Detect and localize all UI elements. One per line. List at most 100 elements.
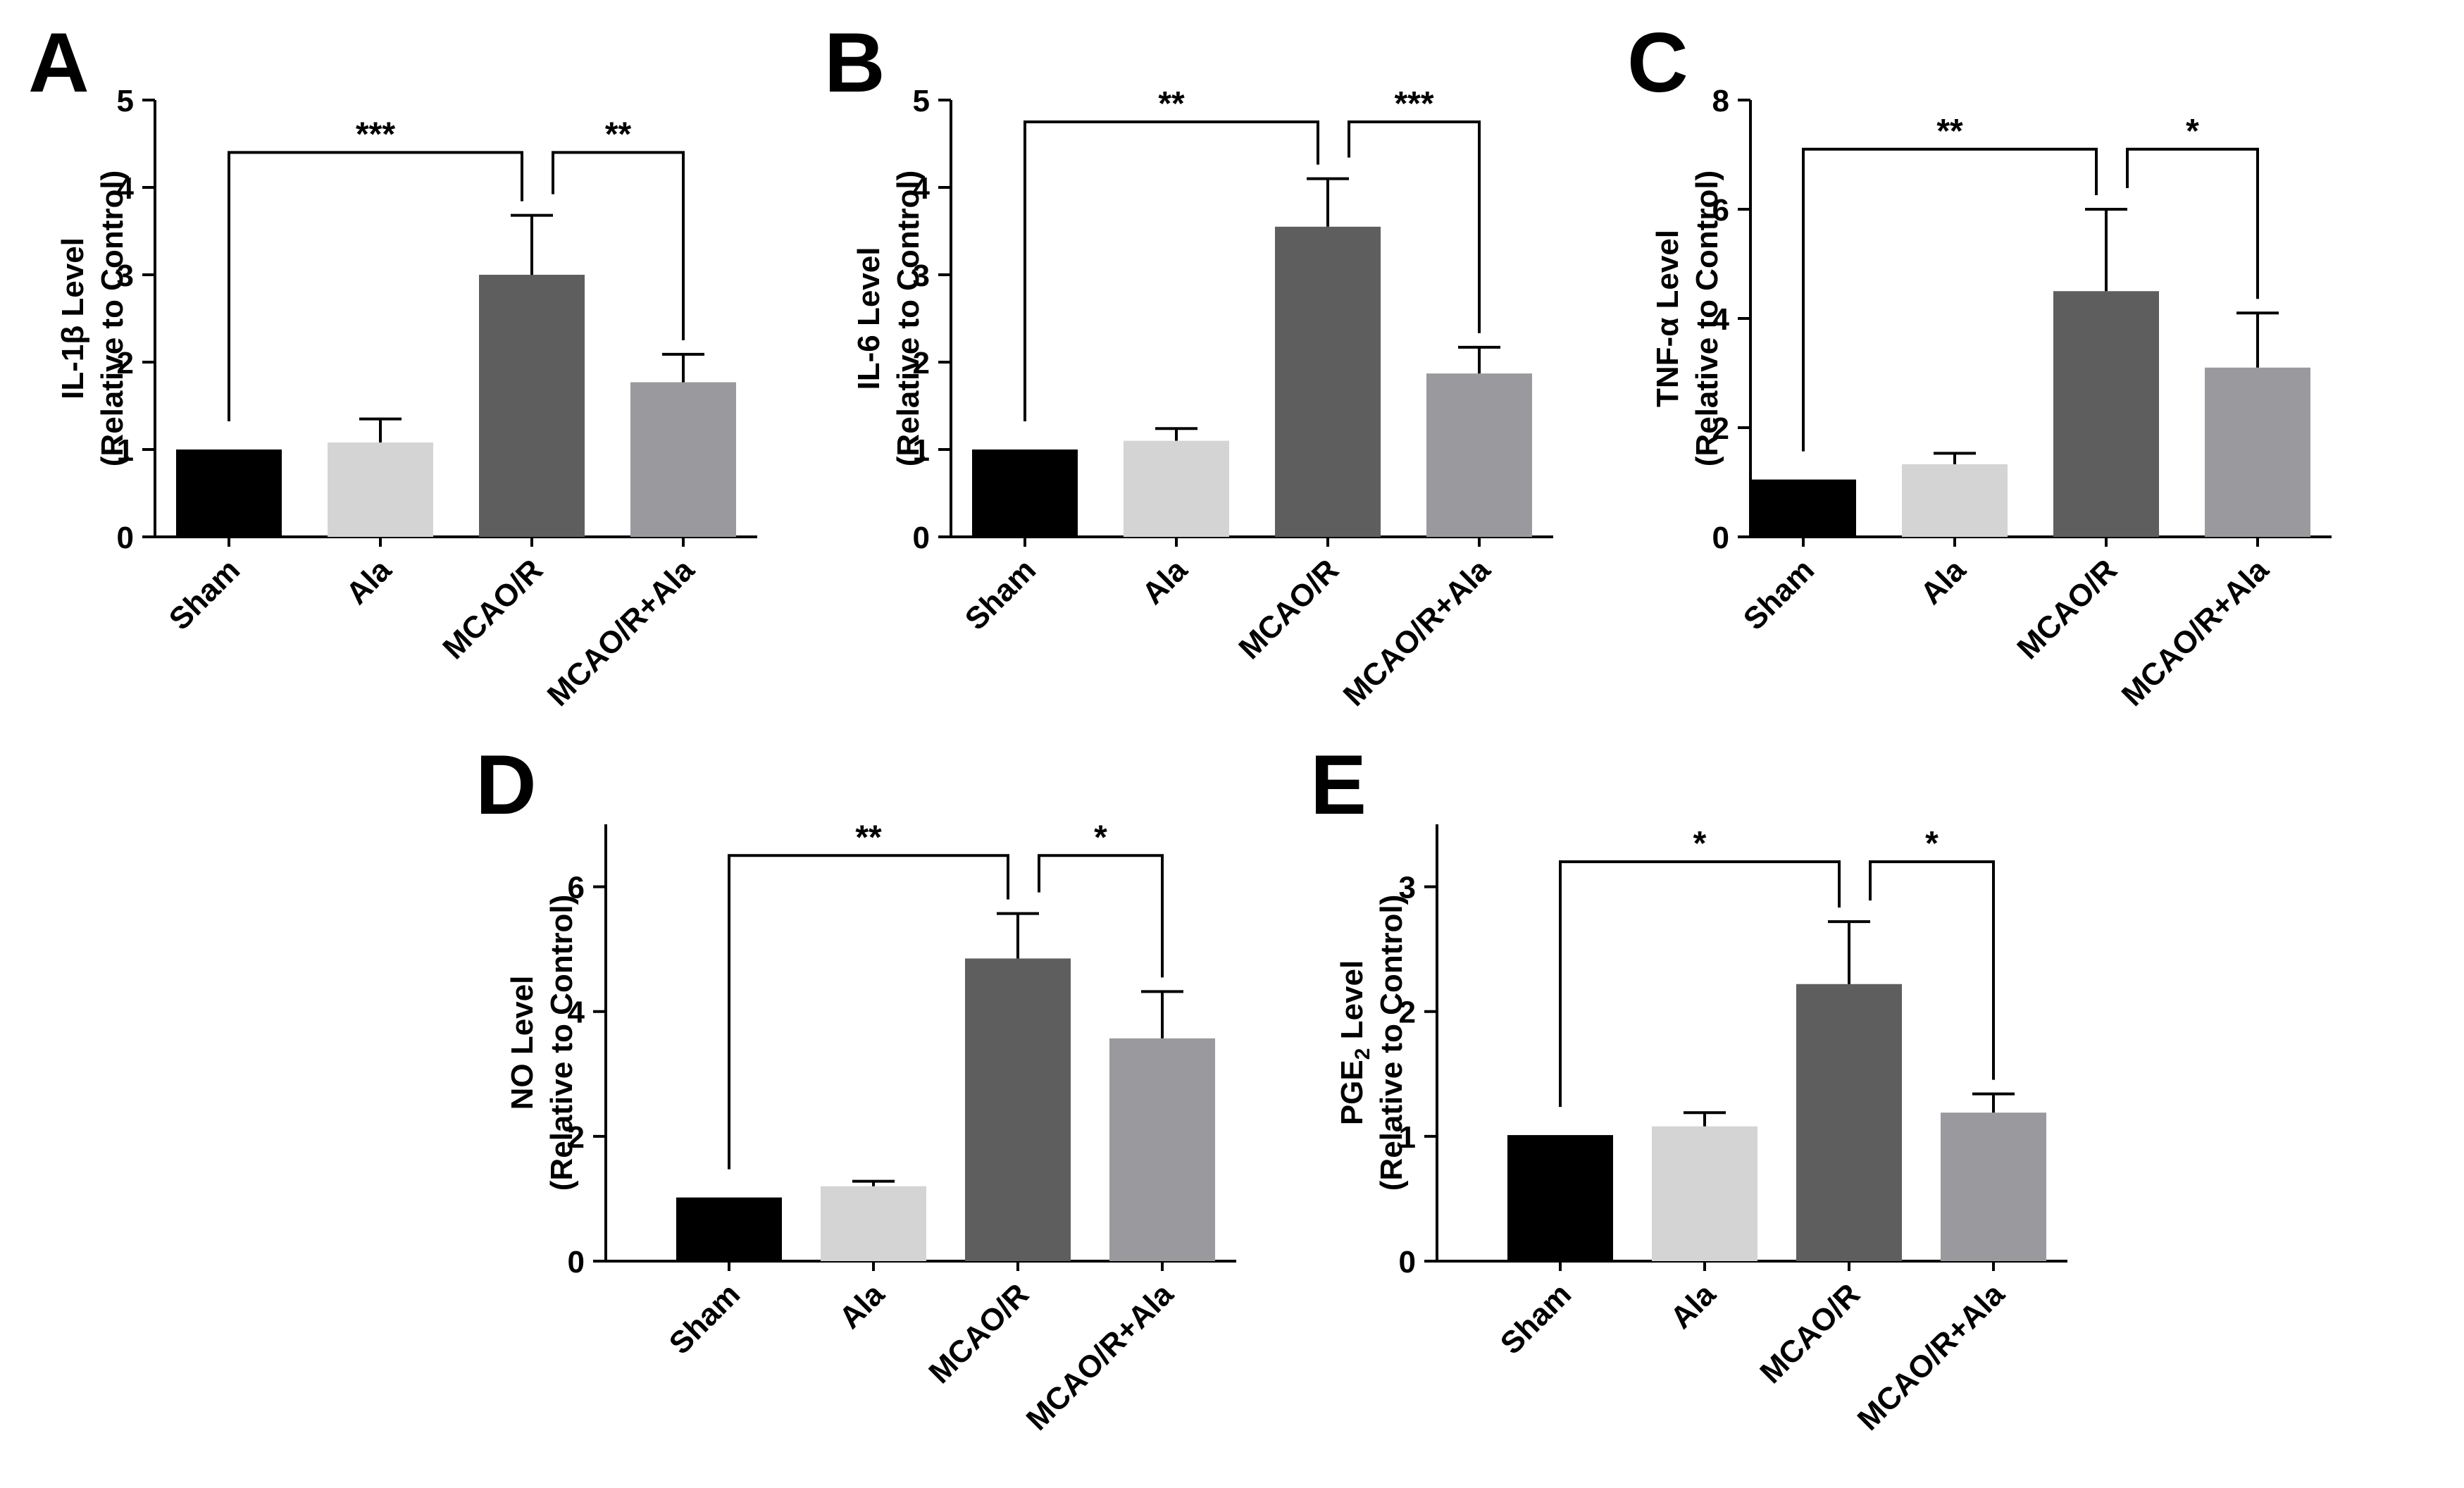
bar-3 xyxy=(630,382,736,537)
bar-0 xyxy=(176,450,282,537)
panel-label: A xyxy=(28,16,89,110)
y-axis-title: IL-6 Level (Relative to Control) xyxy=(852,170,926,466)
y-tick-label: 0 xyxy=(1712,521,1729,555)
significance-label: ** xyxy=(1158,85,1185,123)
significance-label: ** xyxy=(1936,113,1963,150)
bar-3 xyxy=(1941,1112,2046,1261)
x-tick-label: MCAO/R+Ala xyxy=(1337,552,1498,713)
bar-3 xyxy=(2205,367,2310,537)
x-tick-label: MCAO/R+Ala xyxy=(1851,1277,2012,1437)
significance-bracket xyxy=(1802,147,2098,452)
y-axis-title-line2: (Relative to Control) xyxy=(891,170,926,466)
bar-1 xyxy=(1652,1126,1757,1261)
x-tick-label: Sham xyxy=(1494,1277,1578,1360)
y-tick-label: 4 xyxy=(1712,302,1730,337)
x-tick-label: Ala xyxy=(1914,552,1972,611)
y-tick-label: 1 xyxy=(1399,1120,1416,1155)
significance-label: * xyxy=(1693,825,1707,862)
y-axis-title-line1: TNF-α Level xyxy=(1650,230,1685,407)
x-tick-label: Sham xyxy=(663,1277,747,1360)
x-tick-label: Ala xyxy=(1135,552,1194,611)
y-tick-label: 6 xyxy=(568,871,585,905)
significance-bracket xyxy=(728,854,1009,1170)
y-tick-label: 1 xyxy=(117,433,134,468)
bar-1 xyxy=(1124,440,1229,537)
y-axis-title: IL-1β Level (Relative to Control) xyxy=(56,170,130,466)
y-axis-title: TNF-α Level (Relative to Control) xyxy=(1650,170,1724,466)
y-tick-label: 3 xyxy=(913,259,930,293)
x-tick-label: MCAO/R xyxy=(1753,1277,1867,1390)
significance-bracket xyxy=(1348,120,1481,333)
significance-label: * xyxy=(1925,825,1939,862)
y-tick-label: 2 xyxy=(1399,996,1416,1030)
y-axis-title-line2: (Relative to Control) xyxy=(1374,895,1409,1191)
x-tick-label: Sham xyxy=(163,552,247,636)
y-tick-label: 4 xyxy=(913,171,931,206)
x-tick-label: MCAO/R xyxy=(2010,552,2124,666)
y-tick-label: 4 xyxy=(117,171,135,206)
panel-label: B xyxy=(824,16,885,110)
significance-label: *** xyxy=(356,116,395,153)
significance-label: *** xyxy=(1394,85,1433,123)
panel-label: D xyxy=(475,738,537,832)
bar-1 xyxy=(821,1186,926,1261)
x-tick-label: Ala xyxy=(833,1277,891,1335)
significance-bracket xyxy=(552,151,685,340)
x-tick-label: MCAO/R xyxy=(922,1277,1035,1390)
significance-bracket xyxy=(1559,860,1841,1108)
significance-bracket xyxy=(1869,860,1995,1080)
y-axis-title-subscript: 2 xyxy=(1351,1048,1374,1060)
significance-label: * xyxy=(1094,819,1107,856)
y-axis-title-line1: PGE2 Level xyxy=(1335,960,1374,1125)
x-tick-label: MCAO/R+Ala xyxy=(2115,552,2276,713)
y-tick-label: 4 xyxy=(568,996,585,1030)
y-tick-label: 2 xyxy=(1712,411,1729,446)
y-tick-label: 6 xyxy=(1712,193,1729,228)
y-axis-title-line2: (Relative to Control) xyxy=(545,895,579,1191)
y-axis-title-part: Level xyxy=(1335,960,1369,1048)
bar-1 xyxy=(1902,464,2008,537)
significance-label: ** xyxy=(605,116,632,153)
y-tick-label: 3 xyxy=(117,259,134,293)
y-axis-title: PGE2 Level (Relative to Control) xyxy=(1335,895,1409,1191)
y-tick-label: 8 xyxy=(1712,84,1729,118)
significance-bracket xyxy=(2126,147,2259,299)
bar-0 xyxy=(1750,479,1856,537)
bar-2 xyxy=(1275,226,1381,537)
x-tick-label: Sham xyxy=(959,552,1043,636)
y-tick-label: 2 xyxy=(568,1120,585,1155)
y-axis-title-line1: NO Level xyxy=(505,976,540,1110)
bar-0 xyxy=(676,1197,782,1261)
y-tick-label: 5 xyxy=(117,84,134,118)
significance-bracket xyxy=(1023,120,1319,421)
y-axis-title-part: PGE xyxy=(1335,1060,1369,1125)
y-tick-label: 2 xyxy=(913,346,930,380)
panel-label: E xyxy=(1310,738,1367,832)
y-tick-label: 5 xyxy=(913,84,930,118)
y-tick-label: 2 xyxy=(117,346,134,380)
y-axis-title-line2: (Relative to Control) xyxy=(1690,170,1724,466)
bar-2 xyxy=(1796,984,1902,1261)
y-axis-title-line2: (Relative to Control) xyxy=(95,170,130,466)
bar-2 xyxy=(479,275,585,537)
x-tick-label: Ala xyxy=(1664,1277,1722,1335)
x-tick-label: MCAO/R xyxy=(1232,552,1345,666)
bar-0 xyxy=(972,450,1078,537)
significance-bracket xyxy=(1038,854,1164,978)
significance-bracket xyxy=(228,151,523,421)
x-tick-label: MCAO/R xyxy=(436,552,549,666)
y-tick-label: 0 xyxy=(568,1245,585,1279)
bar-3 xyxy=(1109,1038,1215,1261)
panel-label: C xyxy=(1627,16,1688,110)
x-tick-label: MCAO/R+Ala xyxy=(1020,1277,1181,1437)
significance-label: ** xyxy=(855,819,882,856)
x-tick-label: Sham xyxy=(1737,552,1821,636)
bar-2 xyxy=(2053,291,2159,537)
bar-2 xyxy=(965,958,1071,1261)
y-tick-label: 1 xyxy=(913,433,930,468)
